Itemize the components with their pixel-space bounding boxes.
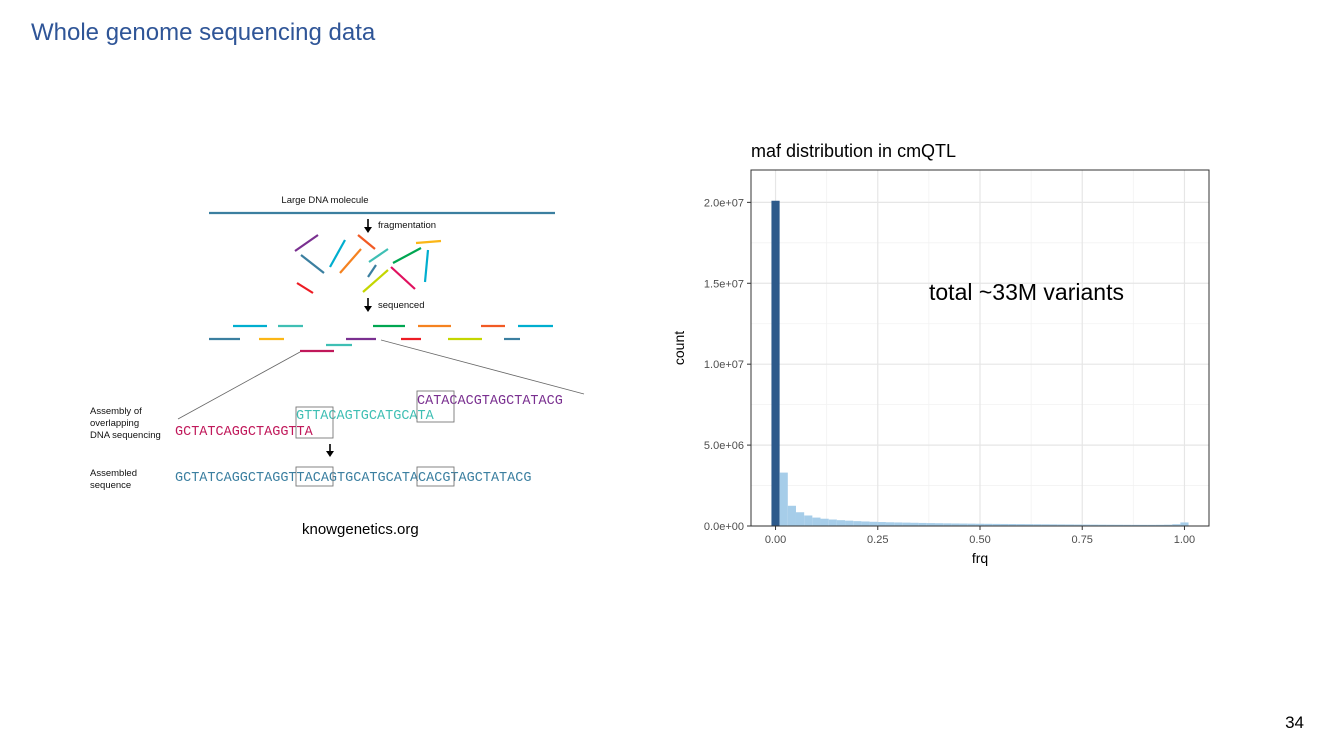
sequenced-reads [209, 324, 553, 353]
down-arrow-icon [364, 219, 372, 233]
histogram-bar [1172, 524, 1181, 526]
assembled-sequence: GCTATCAGGCTAGGTTACAGTGCATGCATACACGTAGCTA… [175, 471, 531, 486]
histogram-bar [1041, 524, 1050, 526]
histogram-bar [1082, 524, 1091, 526]
step-sequenced-label: sequenced [378, 300, 424, 311]
histogram-bar [836, 520, 846, 526]
histogram-bar [820, 518, 829, 526]
maf-histogram: maf distribution in cmQTL 0.0e+00 5.0e+06… [671, 141, 1210, 566]
image-credit: knowgenetics.org [302, 521, 419, 538]
histogram-bar [787, 505, 796, 526]
histogram-bar [1090, 524, 1099, 526]
overlap-box [416, 390, 455, 423]
histogram-bar [845, 520, 854, 526]
histogram-bar [975, 523, 985, 526]
histogram-bar [959, 523, 968, 526]
histogram-bar [951, 523, 960, 526]
histogram-bar [1164, 524, 1173, 526]
histogram-bar [1131, 524, 1140, 526]
histogram-bar [1180, 522, 1189, 526]
histogram-bar [1106, 524, 1115, 526]
histogram-bar [812, 517, 821, 526]
chart-title: maf distribution in cmQTL [751, 141, 956, 161]
histogram-bar [1155, 524, 1165, 526]
histogram-bar [869, 521, 878, 526]
histogram-bar [1057, 524, 1066, 526]
histogram-bar [853, 521, 862, 526]
histogram-bar [992, 523, 1001, 526]
axis-ticks: 0.0e+00 5.0e+06 1.0e+07 1.5e+07 2.0e+07 0.00 0… [704, 197, 1195, 546]
slide-title: Whole genome sequencing data [31, 19, 376, 46]
histogram-bar [967, 523, 976, 526]
histogram-bar [943, 523, 952, 526]
dna-fragments [294, 234, 442, 294]
histogram-bar [1139, 524, 1148, 526]
histogram-bar [1074, 524, 1083, 526]
x-tick-label: 0.25 [867, 534, 888, 546]
histogram-bar [910, 522, 919, 526]
step-fragmentation-label: fragmentation [378, 220, 436, 231]
assembled-label: Assembled sequence [90, 468, 140, 491]
y-tick-label: 2.0e+07 [704, 197, 744, 209]
histogram-bar [935, 523, 944, 526]
down-arrow-icon [364, 298, 372, 312]
histogram-bar [795, 512, 805, 526]
y-tick-label: 0.0e+00 [704, 521, 744, 533]
histogram-bar [1123, 524, 1132, 526]
histogram-bar [885, 522, 895, 526]
histogram-bar [1114, 524, 1124, 526]
y-tick-label: 1.5e+07 [704, 278, 744, 290]
histogram-bar [1008, 524, 1017, 526]
histogram-bar [861, 521, 870, 526]
x-tick-label: 0.50 [969, 534, 990, 546]
histogram-bar [902, 522, 911, 526]
read-2-sequence: GTTACAGTGCATGCATA [296, 409, 435, 424]
histogram-bar [1016, 524, 1025, 526]
overlap-box [416, 466, 455, 487]
read-1-sequence: GCTATCAGGCTAGGTTA [175, 425, 314, 440]
histogram-bar [1147, 524, 1156, 526]
grid [751, 170, 1209, 527]
histogram-bar [984, 523, 993, 526]
histogram-bar [1065, 524, 1075, 526]
histogram-bar [1024, 524, 1034, 526]
overlap-box [295, 466, 334, 487]
x-tick-label: 0.75 [1072, 534, 1093, 546]
histogram-bar [894, 522, 903, 526]
histogram-bar [804, 515, 813, 526]
dna-assembly-figure: Large DNA molecule fragmentation sequenc… [90, 195, 585, 491]
histogram-bar [828, 519, 837, 526]
overlap-box [295, 406, 334, 439]
page-number: 34 [1285, 713, 1304, 732]
read-3-sequence: CATACACGTAGCTATACG [417, 394, 563, 409]
x-tick-label: 1.00 [1174, 534, 1195, 546]
histogram-bar [1049, 524, 1058, 526]
y-axis-label: count [671, 331, 687, 365]
histogram-bar [1033, 524, 1042, 526]
histogram-bar [1000, 523, 1009, 526]
x-axis-label: frq [972, 550, 988, 566]
histogram-bars [771, 200, 1189, 526]
x-tick-label: 0.00 [765, 534, 786, 546]
y-tick-label: 1.0e+07 [704, 359, 744, 371]
assembly-label: Assembly of overlapping DNA sequencing [90, 406, 161, 441]
histogram-bar [779, 472, 788, 526]
y-tick-label: 5.0e+06 [704, 440, 744, 452]
down-arrow-icon [326, 444, 334, 457]
histogram-bar [918, 522, 927, 526]
histogram-bar [771, 200, 780, 526]
histogram-bar [1098, 524, 1107, 526]
molecule-label: Large DNA molecule [281, 195, 368, 206]
histogram-bar [926, 523, 936, 526]
chart-annotation: total ~33M variants [929, 279, 1124, 305]
histogram-bar [877, 522, 886, 526]
